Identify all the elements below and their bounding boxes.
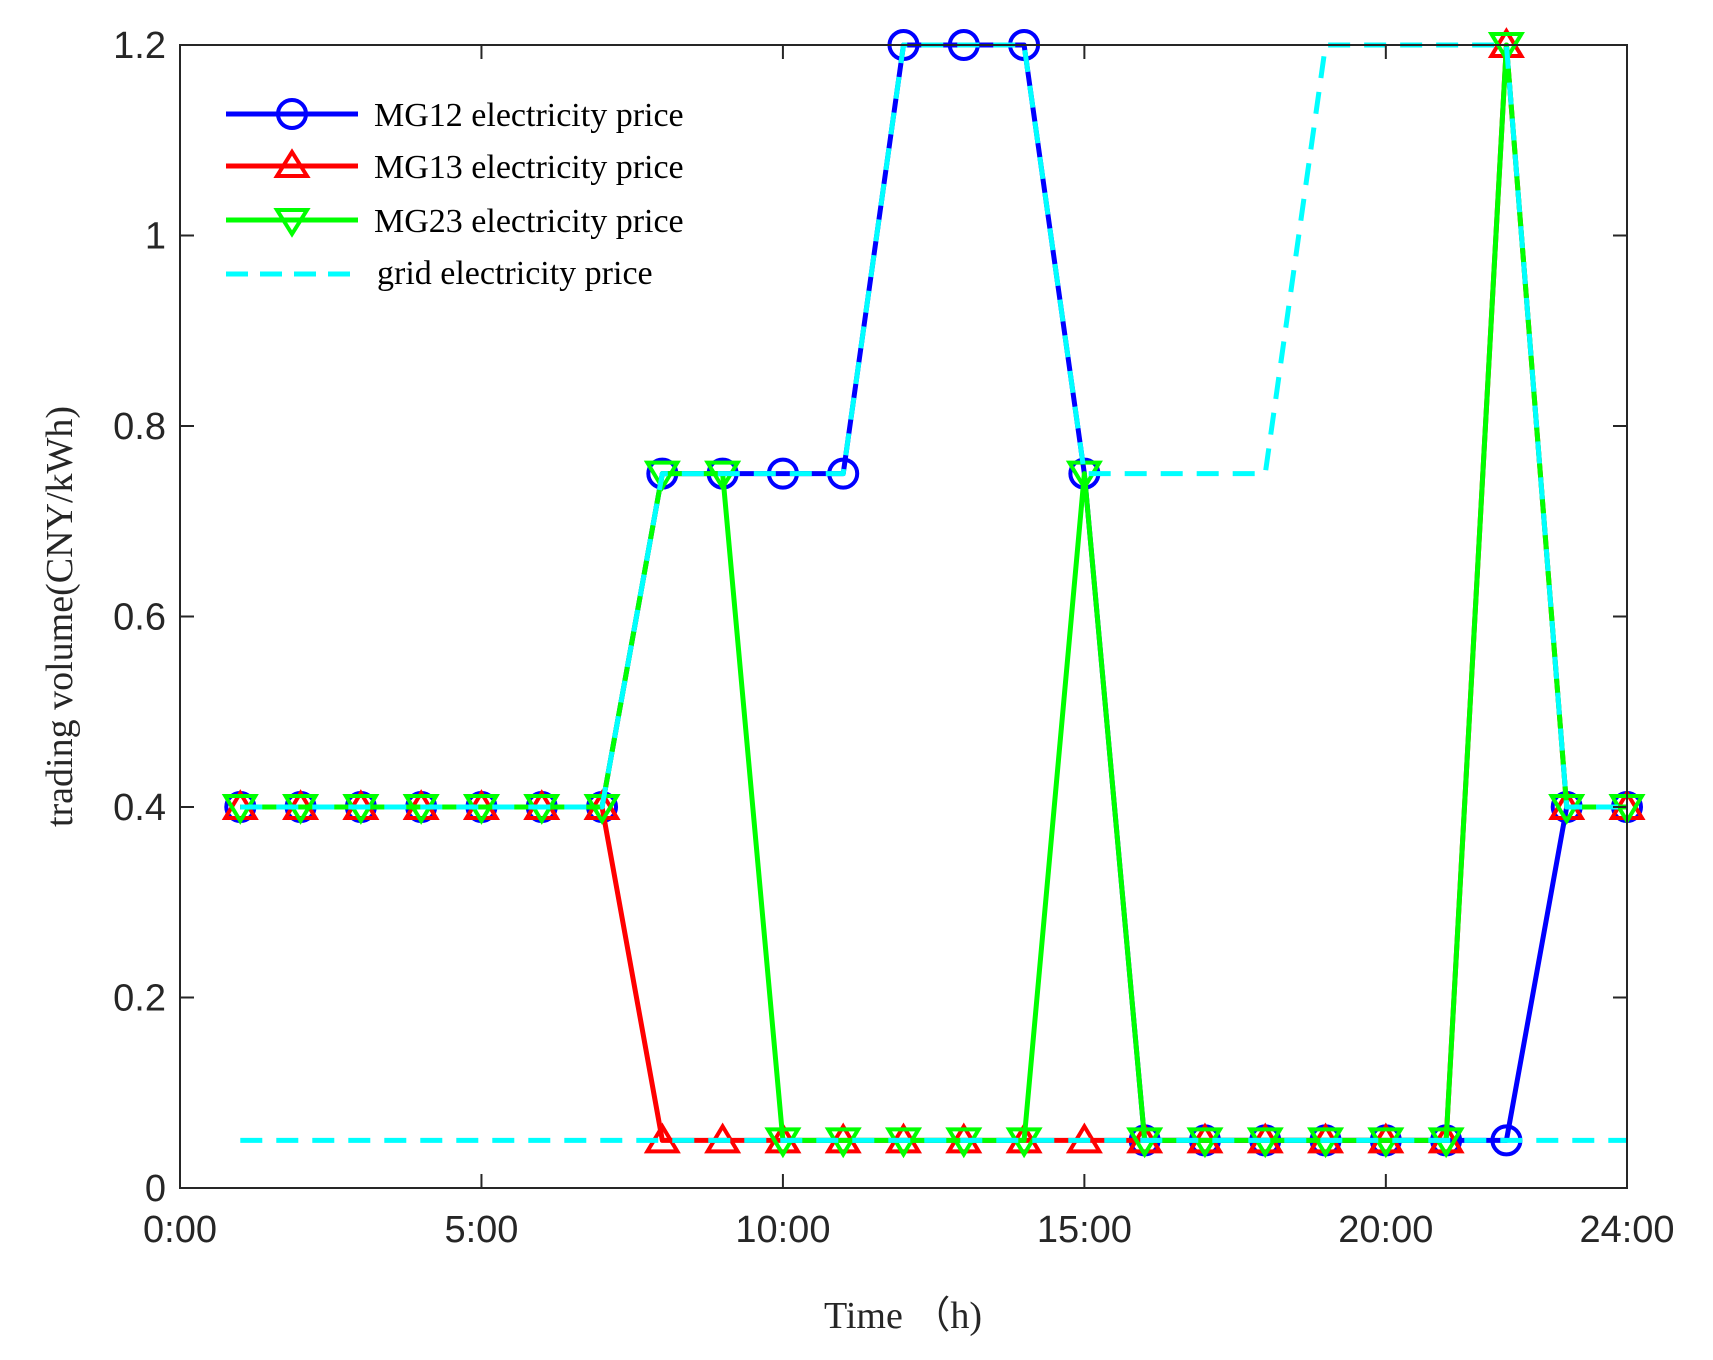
legend-marker-mg13	[273, 148, 311, 178]
y-tick-label: 0.6	[113, 597, 166, 639]
x-tick-label: 0:00	[143, 1209, 217, 1251]
legend-label-mg13: MG13 electricity price	[374, 149, 684, 186]
y-tick-label: 1	[145, 216, 166, 258]
y-tick-label: 0.2	[113, 978, 166, 1020]
legend-marker-mg12	[276, 98, 308, 130]
y-tick-label: 0.8	[113, 406, 166, 448]
data-point-mg23	[1487, 32, 1525, 63]
legend-marker-mg23	[273, 208, 311, 238]
legend: MG12 electricity price MG13 electricity …	[226, 97, 684, 292]
x-tick-label: 5:00	[444, 1209, 518, 1251]
legend-label-mg23: MG23 electricity price	[374, 203, 684, 240]
x-tick-label: 10:00	[735, 1209, 830, 1251]
y-tick-label: 1.2	[113, 25, 166, 67]
legend-label-grid: grid electricity price	[377, 255, 653, 292]
x-tick-label: 15:00	[1037, 1209, 1132, 1251]
x-axis-title: Time （h)	[824, 1295, 982, 1337]
y-tick-label: 0.4	[113, 787, 166, 829]
legend-label-mg12: MG12 electricity price	[374, 97, 684, 134]
x-tick-label: 24:00	[1579, 1209, 1674, 1251]
y-axis-title: trading volume(CNY/kWh)	[39, 406, 81, 827]
data-point-mg23	[643, 460, 681, 492]
tick-layer: 0:00 5:00 10:00 15:00 20:00 24:00 0 0.2 0.4 0.6 0.…	[113, 25, 1674, 1251]
y-tick-label: 0	[145, 1168, 166, 1210]
x-tick-label: 20:00	[1338, 1209, 1433, 1251]
